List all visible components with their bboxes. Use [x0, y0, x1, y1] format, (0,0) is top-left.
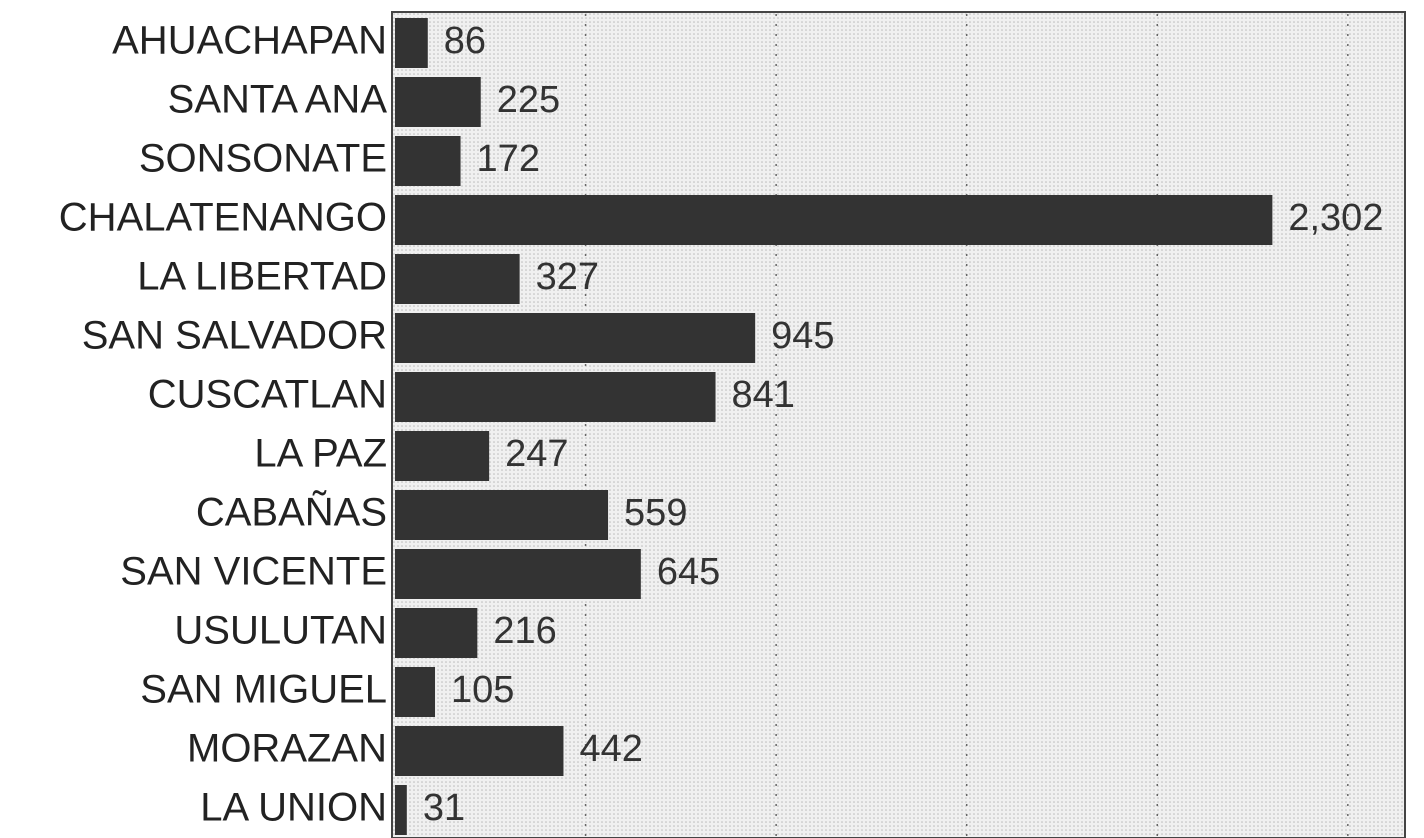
category-label: AHUACHAPAN — [112, 19, 387, 63]
bar — [395, 431, 490, 481]
category-label: SONSONATE — [139, 137, 387, 181]
value-label: 86 — [444, 20, 486, 62]
category-label: LA PAZ — [254, 432, 387, 476]
value-label: 442 — [579, 728, 642, 770]
category-label: LA UNION — [200, 786, 387, 830]
value-label: 841 — [732, 374, 795, 416]
category-label: SAN SALVADOR — [82, 314, 387, 358]
bar — [395, 667, 436, 717]
category-label: USULUTAN — [174, 609, 387, 653]
bar — [395, 18, 428, 68]
bar — [395, 254, 520, 304]
category-label: CABAÑAS — [196, 490, 387, 535]
category-label: CUSCATLAN — [148, 373, 387, 417]
value-label: 216 — [493, 610, 556, 652]
category-label: SAN MIGUEL — [140, 668, 387, 712]
bar — [395, 372, 716, 422]
value-label: 247 — [505, 433, 568, 475]
category-label: CHALATENANGO — [59, 196, 387, 240]
value-label: 2,302 — [1288, 197, 1383, 239]
category-label: SAN VICENTE — [120, 550, 387, 594]
bar — [395, 77, 481, 127]
plot-area — [391, 11, 1406, 838]
value-label: 31 — [423, 787, 465, 829]
bar — [395, 785, 407, 835]
category-label: MORAZAN — [187, 727, 387, 771]
bar — [395, 608, 478, 658]
bar — [395, 136, 461, 186]
value-label: 105 — [451, 669, 514, 711]
value-label: 559 — [624, 492, 687, 534]
value-label: 945 — [771, 315, 834, 357]
bar — [395, 726, 564, 776]
bar — [395, 549, 641, 599]
bar — [395, 490, 609, 540]
category-label: LA LIBERTAD — [137, 255, 387, 299]
bar — [395, 313, 756, 363]
category-label: SANTA ANA — [168, 78, 388, 122]
value-label: 172 — [477, 138, 540, 180]
value-label: 645 — [657, 551, 720, 593]
value-label: 225 — [497, 79, 560, 121]
bar — [395, 195, 1273, 245]
value-label: 327 — [536, 256, 599, 298]
